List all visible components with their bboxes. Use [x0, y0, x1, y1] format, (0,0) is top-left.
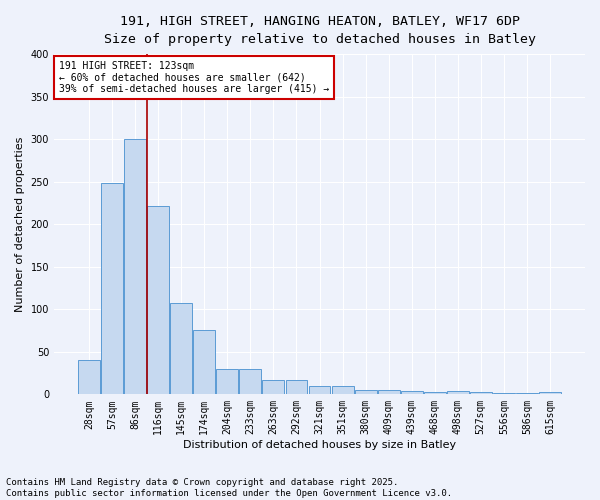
Bar [355, 390, 377, 394]
Bar [447, 391, 469, 394]
Bar [332, 386, 353, 394]
Bar [286, 380, 307, 394]
Y-axis label: Number of detached properties: Number of detached properties [15, 136, 25, 312]
Bar [193, 330, 215, 394]
Text: 191 HIGH STREET: 123sqm
← 60% of detached houses are smaller (642)
39% of semi-d: 191 HIGH STREET: 123sqm ← 60% of detache… [59, 61, 329, 94]
Bar [170, 304, 192, 394]
Bar [539, 392, 561, 394]
Bar [401, 391, 422, 394]
Bar [124, 139, 146, 394]
Bar [101, 184, 123, 394]
Bar [239, 369, 262, 394]
Bar [78, 360, 100, 394]
Title: 191, HIGH STREET, HANGING HEATON, BATLEY, WF17 6DP
Size of property relative to : 191, HIGH STREET, HANGING HEATON, BATLEY… [104, 15, 536, 46]
Bar [377, 390, 400, 394]
Bar [262, 380, 284, 394]
Bar [470, 392, 492, 394]
Text: Contains HM Land Registry data © Crown copyright and database right 2025.
Contai: Contains HM Land Registry data © Crown c… [6, 478, 452, 498]
Bar [217, 369, 238, 394]
Bar [308, 386, 331, 394]
Bar [424, 392, 446, 394]
Bar [147, 206, 169, 394]
X-axis label: Distribution of detached houses by size in Batley: Distribution of detached houses by size … [183, 440, 456, 450]
